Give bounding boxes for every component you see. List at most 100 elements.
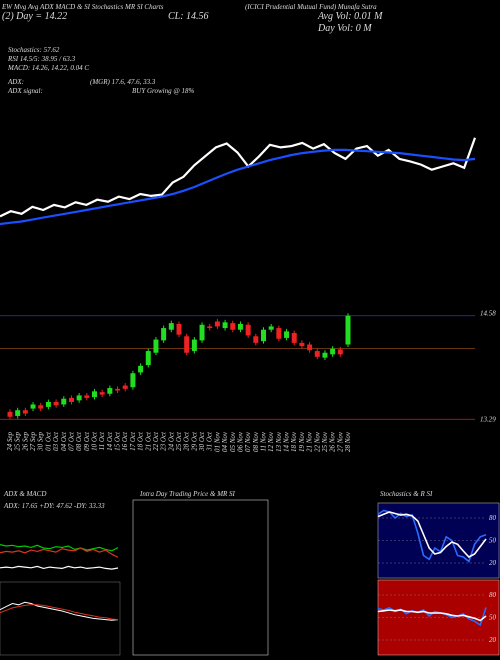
header-text: BUY Growing @ 18% (132, 87, 195, 95)
x-tick-label: 15 Oct (114, 431, 122, 451)
candle-body (299, 342, 305, 347)
header-text: Avg Vol: 0.01 M (317, 11, 383, 22)
series-line (0, 601, 119, 621)
x-tick-label: 14 Nov (283, 431, 291, 452)
x-tick-label: 22 Nov (313, 431, 321, 452)
candle-body (161, 328, 167, 341)
x-tick-label: 25 Sep (14, 432, 22, 451)
candle-body (99, 392, 105, 395)
series-line (377, 511, 487, 558)
x-tick-label: 01 Nov (213, 431, 221, 452)
candle-body (176, 323, 182, 335)
x-tick-label: 13 Nov (275, 431, 283, 452)
candle-body (84, 395, 90, 398)
candle-body (330, 348, 336, 355)
x-tick-label: 11 Oct (98, 431, 106, 450)
header-text: CL: 14.56 (168, 11, 209, 22)
x-tick-label: 27 Nov (336, 431, 344, 452)
candle-body (230, 323, 236, 330)
header-text: EW Mvg Avg ADX MACD & SI Stochastics MR … (1, 3, 164, 11)
series-line (377, 609, 487, 622)
candle-body (145, 351, 151, 366)
x-tick-label: 01 Oct (44, 431, 52, 451)
y-tick-label: 80 (489, 514, 497, 522)
candle-body (30, 404, 36, 409)
adx-values: ADX: 17.65 +DY: 47.62 -DY: 33.33 (3, 502, 105, 510)
candle-body (15, 410, 21, 416)
x-tick-label: 04 Oct (60, 431, 68, 451)
x-tick-label: 08 Nov (252, 431, 260, 452)
header-text: (MGR) 17.6, 47.6, 33.3 (90, 78, 156, 86)
candle-body (314, 351, 320, 357)
x-tick-label: 19 Nov (298, 431, 306, 452)
intraday-panel (132, 499, 269, 656)
candle-body (22, 410, 28, 414)
series-line (377, 509, 487, 563)
candle-body (122, 385, 128, 389)
x-tick-label: 28 Nov (344, 431, 352, 452)
y-tick-label: 20 (489, 636, 497, 644)
candle-body (345, 315, 351, 345)
candle-body (337, 349, 343, 355)
y-tick-label: 50 (489, 614, 497, 622)
x-tick-label: 06 Nov (236, 431, 244, 452)
candle-body (307, 344, 313, 351)
header-text: (2) Day = 14.22 (2, 11, 67, 22)
y-tick-label: 80 (489, 591, 497, 599)
x-tick-label: 30 Sep (37, 432, 45, 452)
candle-body (53, 402, 59, 406)
x-tick-label: 21 Nov (306, 431, 314, 452)
candle-body (191, 339, 197, 352)
candle-body (276, 328, 282, 339)
candle-body (284, 331, 290, 338)
x-tick-label: 25 Nov (321, 431, 329, 452)
header-text: ADX: (7, 78, 24, 86)
candle-body (268, 326, 274, 330)
candle-body (199, 324, 205, 341)
candle-body (207, 326, 213, 329)
x-tick-label: 24 Oct (167, 431, 175, 451)
header-text: (ICICI Prudential Mutual Fund) Munafa Su… (245, 3, 377, 11)
x-tick-label: 22 Oct (152, 431, 160, 451)
x-tick-label: 07 Nov (244, 431, 252, 452)
series-line (0, 604, 119, 621)
candle-body (261, 329, 266, 342)
x-tick-label: 09 Oct (83, 431, 91, 451)
candle-body (245, 324, 251, 336)
x-tick-label: 11 Nov (260, 431, 268, 451)
panel-title: Intra Day Trading Price & MR SI (139, 490, 236, 498)
x-tick-label: 27 Sep (29, 432, 37, 451)
candle-body (45, 402, 51, 407)
x-tick-label: 16 Oct (121, 431, 129, 451)
candle-body (222, 322, 228, 329)
candle-body (38, 405, 44, 409)
candle-body (214, 321, 220, 327)
candle-body (184, 336, 190, 353)
candle-body (107, 388, 113, 394)
candle-body (237, 323, 243, 330)
candle-body (168, 323, 174, 330)
x-tick-label: 04 Nov (221, 431, 229, 452)
y-tick-label: 20 (489, 559, 497, 567)
x-tick-label: 17 Oct (129, 431, 137, 451)
candle-body (138, 365, 144, 373)
candle-body (61, 398, 67, 405)
y-tick-label: 13.29 (480, 415, 496, 423)
x-tick-label: 26 Nov (329, 431, 337, 452)
x-tick-label: 14 Oct (106, 431, 114, 451)
x-tick-label: 31 Oct (206, 431, 214, 452)
series-line (0, 148, 476, 226)
candle-body (153, 339, 159, 353)
x-tick-label: 18 Oct (137, 431, 145, 451)
x-tick-label: 24 Sep (6, 432, 14, 451)
x-tick-label: 10 Oct (91, 431, 99, 451)
x-tick-label: 21 Oct (144, 431, 152, 451)
candle-body (92, 391, 97, 398)
candle-body (68, 397, 74, 402)
candle-body (7, 411, 13, 417)
x-tick-label: 28 Oct (183, 431, 191, 451)
x-tick-label: 29 Oct (190, 431, 198, 451)
candle-body (322, 352, 328, 358)
candle-body (76, 395, 82, 401)
